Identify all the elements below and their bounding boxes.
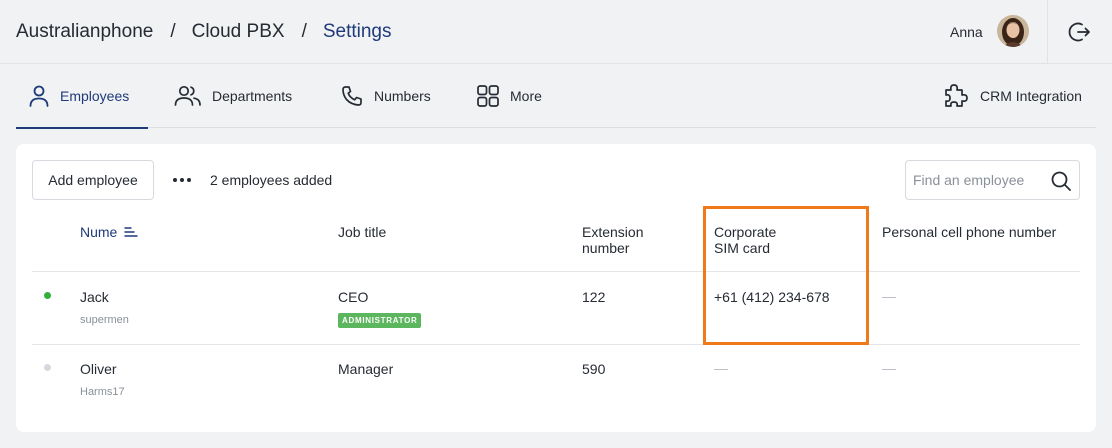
avatar[interactable] (997, 15, 1029, 47)
main-tabs: Employees Departments Numbers More CRM I… (16, 64, 1096, 129)
employee-extension: 590 (582, 361, 606, 377)
column-header-sim-line2: SIM card (714, 240, 771, 256)
top-header: Australianphone / Cloud PBX / Settings A… (0, 0, 1112, 64)
column-header-name-label: Nume (80, 224, 118, 240)
administrator-badge: ADMINISTRATOR (338, 313, 422, 328)
puzzle-icon (945, 84, 968, 107)
employee-corporate-sim: +61 (412) 234-678 (714, 289, 830, 305)
status-online-dot (44, 292, 51, 299)
employees-panel: Add employee 2 employees added Nume Job … (16, 144, 1096, 432)
tab-crm-label: CRM Integration (980, 88, 1082, 104)
tab-numbers-label: Numbers (374, 88, 431, 104)
employee-job-title: CEO (338, 289, 369, 305)
employee-name[interactable]: Jack (80, 289, 109, 305)
employee-personal-phone: — (882, 360, 896, 376)
search-input[interactable] (913, 170, 1043, 190)
header-divider (1047, 0, 1048, 64)
breadcrumb-item-settings: Settings (322, 21, 392, 42)
user-name[interactable]: Anna (950, 24, 983, 40)
breadcrumb-item-company[interactable]: Australianphone (16, 21, 154, 42)
tab-employees[interactable]: Employees (16, 64, 148, 129)
tab-crm-integration[interactable]: CRM Integration (942, 64, 1082, 128)
tab-employees-label: Employees (60, 88, 130, 104)
row-divider-line (32, 344, 1080, 345)
dot-icon (187, 178, 191, 182)
breadcrumb-separator: / (301, 21, 307, 42)
logout-button[interactable] (1068, 20, 1092, 44)
dot-icon (173, 178, 177, 182)
grid-icon (477, 85, 499, 107)
avatar-photo-icon (997, 15, 1029, 47)
employee-corporate-sim: — (714, 360, 728, 376)
tab-departments-label: Departments (212, 88, 293, 104)
add-employee-button[interactable]: Add employee (32, 160, 154, 200)
tab-departments[interactable]: Departments (174, 64, 292, 128)
breadcrumb: Australianphone / Cloud PBX / Settings (16, 20, 392, 44)
employee-count: 2 employees added (210, 172, 333, 188)
search-box (905, 160, 1080, 200)
sort-icon (124, 227, 139, 237)
column-header-sim-line1: Corporate (714, 224, 777, 240)
employee-username: Harms17 (80, 386, 125, 398)
column-header-extension: Extension number (582, 224, 643, 256)
column-header-extension-line1: Extension (582, 224, 644, 240)
logout-icon (1068, 22, 1090, 42)
status-offline-dot (44, 364, 51, 371)
tab-more[interactable]: More (476, 64, 542, 128)
search-icon[interactable] (1050, 170, 1072, 192)
more-actions-button[interactable] (171, 170, 193, 190)
employee-extension: 122 (582, 289, 606, 305)
column-header-personal-phone: Personal cell phone number (882, 224, 1057, 240)
employee-username: supermen (80, 314, 129, 326)
header-divider-line (32, 271, 1080, 272)
dot-icon (180, 178, 184, 182)
person-icon (29, 85, 49, 107)
employee-name[interactable]: Oliver (80, 361, 117, 377)
people-icon (174, 85, 201, 106)
breadcrumb-separator: / (170, 21, 176, 42)
column-header-job-title: Job title (338, 224, 387, 240)
employee-personal-phone: — (882, 288, 896, 304)
tab-more-label: More (510, 88, 542, 104)
phone-icon (342, 86, 362, 106)
tab-numbers[interactable]: Numbers (340, 64, 431, 128)
column-header-corporate-sim: Corporate SIM card (714, 224, 776, 256)
breadcrumb-item-cloud-pbx[interactable]: Cloud PBX (191, 21, 285, 42)
column-header-extension-line2: number (582, 240, 630, 256)
column-header-name[interactable]: Nume (80, 224, 139, 240)
employee-job-title: Manager (338, 361, 394, 377)
